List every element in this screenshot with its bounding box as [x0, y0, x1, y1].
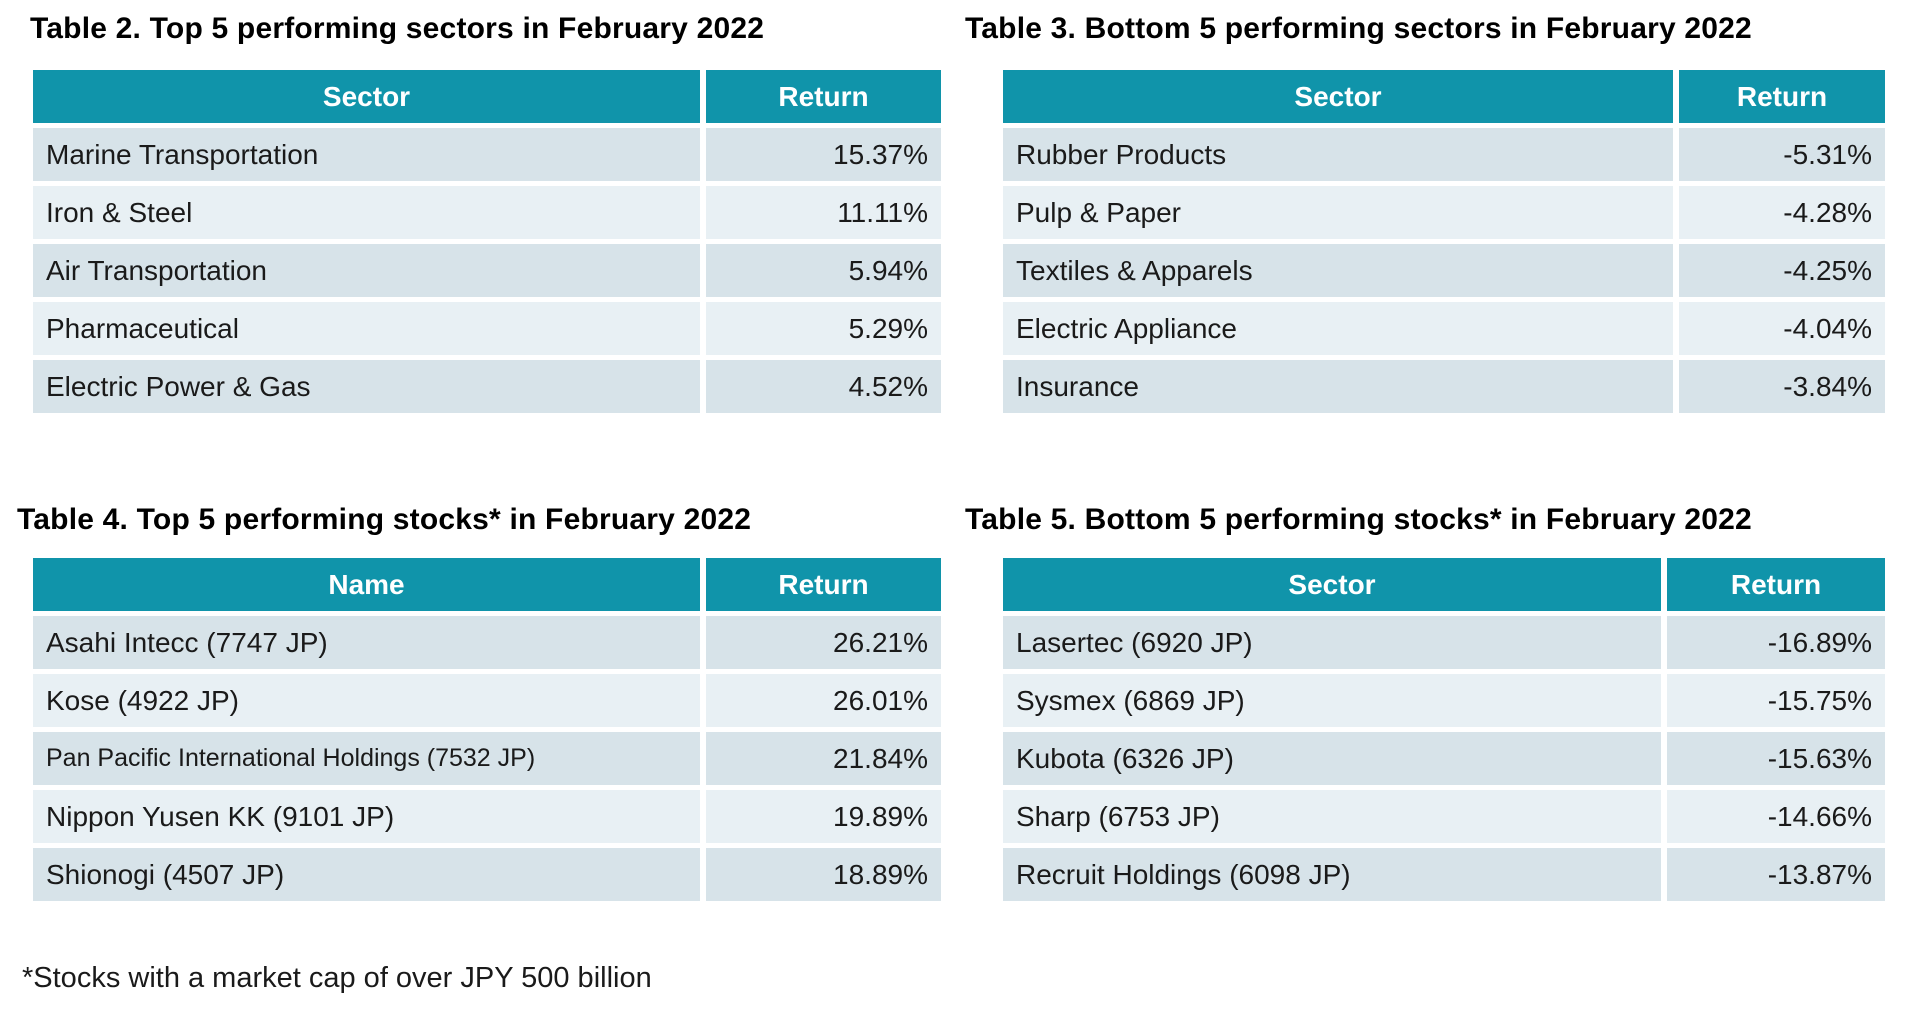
table4-row1-return: 26.21%	[706, 616, 941, 669]
table4-row3-return: 21.84%	[706, 732, 941, 785]
table3-row2-sector: Pulp & Paper	[1003, 186, 1673, 239]
table3-row3-return: -4.25%	[1679, 244, 1885, 297]
table5-row5-name: Recruit Holdings (6098 JP)	[1003, 848, 1661, 901]
table4-row2-return: 26.01%	[706, 674, 941, 727]
table4-row5-name: Shionogi (4507 JP)	[33, 848, 700, 901]
table3-row1-return: -5.31%	[1679, 128, 1885, 181]
table3-row5-return: -3.84%	[1679, 360, 1885, 413]
table4-row4-name: Nippon Yusen KK (9101 JP)	[33, 790, 700, 843]
table4-row4-return: 19.89%	[706, 790, 941, 843]
table2-row4-sector: Pharmaceutical	[33, 302, 700, 355]
table4-header-return: Return	[706, 558, 941, 611]
table3-bottom-sectors: Sector Return Rubber Products -5.31% Pul…	[1003, 70, 1885, 413]
table4-row2-name: Kose (4922 JP)	[33, 674, 700, 727]
table2-row4-return: 5.29%	[706, 302, 941, 355]
table4-row3-name: Pan Pacific International Holdings (7532…	[33, 732, 700, 785]
table5-header-sector: Sector	[1003, 558, 1661, 611]
table3-row4-return: -4.04%	[1679, 302, 1885, 355]
table5-row1-name: Lasertec (6920 JP)	[1003, 616, 1661, 669]
table5-row4-name: Sharp (6753 JP)	[1003, 790, 1661, 843]
table3-row5-sector: Insurance	[1003, 360, 1673, 413]
table2-title: Table 2. Top 5 performing sectors in Feb…	[30, 12, 765, 45]
table5-row1-return: -16.89%	[1667, 616, 1885, 669]
table3-row4-sector: Electric Appliance	[1003, 302, 1673, 355]
table3-header-return: Return	[1679, 70, 1885, 123]
table5-title: Table 5. Bottom 5 performing stocks* in …	[965, 503, 1752, 536]
table2-row3-return: 5.94%	[706, 244, 941, 297]
table5-row2-name: Sysmex (6869 JP)	[1003, 674, 1661, 727]
table2-row3-sector: Air Transportation	[33, 244, 700, 297]
table3-row2-return: -4.28%	[1679, 186, 1885, 239]
table5-row2-return: -15.75%	[1667, 674, 1885, 727]
table2-row2-sector: Iron & Steel	[33, 186, 700, 239]
table2-row5-sector: Electric Power & Gas	[33, 360, 700, 413]
table4-top-stocks: Name Return Asahi Intecc (7747 JP) 26.21…	[33, 558, 941, 901]
table2-row2-return: 11.11%	[706, 186, 941, 239]
table4-row5-return: 18.89%	[706, 848, 941, 901]
table3-row3-sector: Textiles & Apparels	[1003, 244, 1673, 297]
table5-header-return: Return	[1667, 558, 1885, 611]
table5-row3-return: -15.63%	[1667, 732, 1885, 785]
table2-row1-return: 15.37%	[706, 128, 941, 181]
table4-header-name: Name	[33, 558, 700, 611]
table5-row5-return: -13.87%	[1667, 848, 1885, 901]
table3-title: Table 3. Bottom 5 performing sectors in …	[965, 12, 1752, 45]
table3-row1-sector: Rubber Products	[1003, 128, 1673, 181]
table2-header-return: Return	[706, 70, 941, 123]
table4-title: Table 4. Top 5 performing stocks* in Feb…	[17, 503, 752, 536]
table5-row4-return: -14.66%	[1667, 790, 1885, 843]
market-cap-footnote: *Stocks with a market cap of over JPY 50…	[22, 962, 652, 994]
table5-row3-name: Kubota (6326 JP)	[1003, 732, 1661, 785]
table5-bottom-stocks: Sector Return Lasertec (6920 JP) -16.89%…	[1003, 558, 1885, 901]
table2-row5-return: 4.52%	[706, 360, 941, 413]
table3-header-sector: Sector	[1003, 70, 1673, 123]
table2-row1-sector: Marine Transportation	[33, 128, 700, 181]
table4-row1-name: Asahi Intecc (7747 JP)	[33, 616, 700, 669]
table2-top-sectors: Sector Return Marine Transportation 15.3…	[33, 70, 941, 413]
table2-header-sector: Sector	[33, 70, 700, 123]
